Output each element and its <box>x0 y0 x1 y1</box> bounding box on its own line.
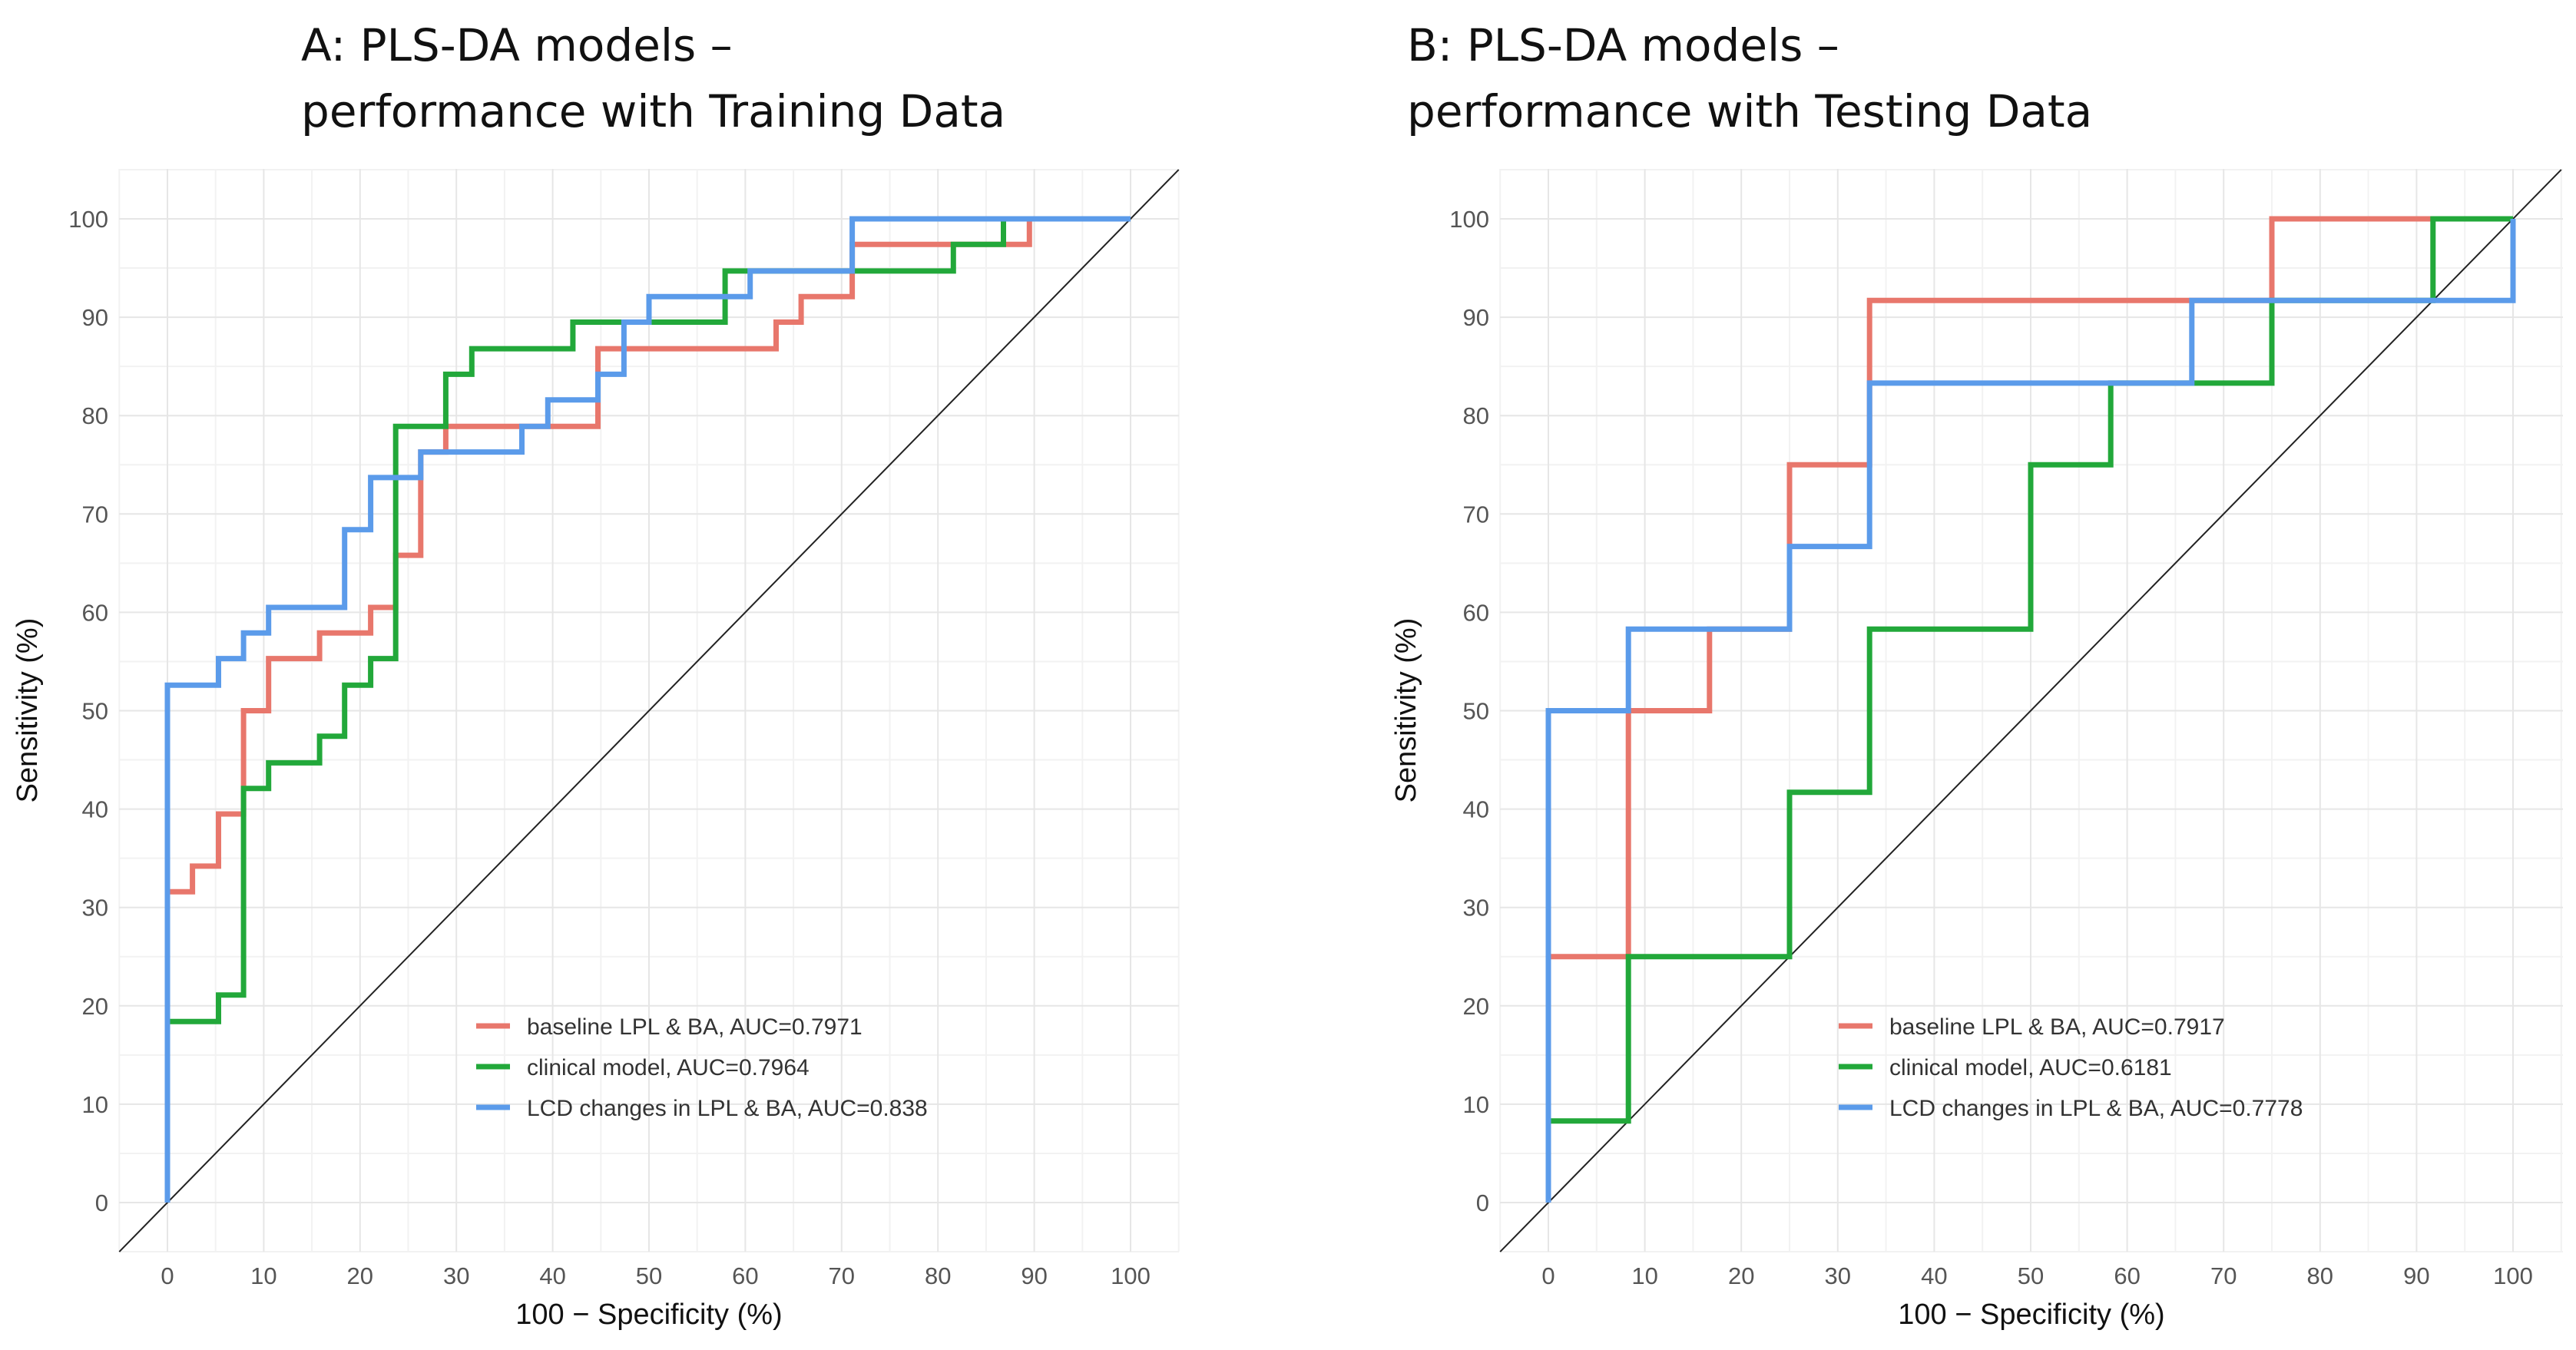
y-tick-label: 80 <box>1463 402 1489 429</box>
legend-label: clinical model, AUC=0.6181 <box>1889 1055 2172 1080</box>
y-tick-label: 70 <box>1463 501 1489 528</box>
reference-diagonal-line <box>118 169 1180 1252</box>
chart-title-b-line1: B: PLS-DA models – <box>1407 19 1839 71</box>
x-tick-label: 90 <box>2403 1262 2429 1289</box>
x-tick-label: 30 <box>1825 1262 1851 1289</box>
y-tick-label: 50 <box>82 698 108 725</box>
reference-diagonal-line <box>1499 169 2562 1252</box>
x-axis-label: 100 − Specificity (%) <box>1898 1299 2164 1331</box>
roc-series-line-2 <box>1545 219 2516 1203</box>
y-tick-label: 100 <box>68 206 108 233</box>
legend: baseline LPL & BA, AUC=0.7971 clinical mo… <box>476 1014 928 1121</box>
x-tick-label: 50 <box>2018 1262 2044 1289</box>
x-tick-label: 70 <box>2210 1262 2237 1289</box>
x-tick-label: 10 <box>250 1262 276 1289</box>
x-tick-label: 0 <box>1541 1262 1555 1289</box>
x-tick-label: 80 <box>925 1262 951 1289</box>
y-tick-label: 70 <box>82 501 108 528</box>
y-tick-label: 60 <box>82 599 108 626</box>
roc-series-line-2 <box>164 216 1131 1203</box>
y-tick-label: 10 <box>82 1091 108 1118</box>
y-tick-label: 80 <box>82 402 108 429</box>
y-axis-label: Sensitivity (%) <box>12 618 44 803</box>
y-tick-label: 0 <box>95 1190 108 1216</box>
x-tick-label: 10 <box>1631 1262 1657 1289</box>
legend-label: baseline LPL & BA, AUC=0.7971 <box>527 1014 863 1040</box>
x-tick-label: 70 <box>829 1262 855 1289</box>
legend-label: clinical model, AUC=0.7964 <box>527 1055 810 1080</box>
y-tick-label: 20 <box>1463 993 1489 1020</box>
x-tick-label: 60 <box>732 1262 758 1289</box>
x-tick-label: 40 <box>1921 1262 1947 1289</box>
x-tick-label: 60 <box>2114 1262 2140 1289</box>
x-tick-label: 90 <box>1021 1262 1047 1289</box>
y-tick-label: 90 <box>1463 304 1489 331</box>
x-tick-label: 20 <box>1728 1262 1754 1289</box>
x-tick-label: 30 <box>443 1262 469 1289</box>
chart-title-b-line2: performance with Testing Data <box>1407 85 2093 137</box>
panel-a-training: A: PLS-DA models – performance with Trai… <box>12 19 1180 1331</box>
y-tick-label: 100 <box>1449 206 1489 233</box>
y-tick-label: 40 <box>82 796 108 823</box>
chart-title-a-line1: A: PLS-DA models – <box>301 19 733 71</box>
chart-title-a-line2: performance with Training Data <box>301 85 1006 137</box>
legend-label: baseline LPL & BA, AUC=0.7917 <box>1889 1014 2225 1040</box>
roc-chart-testing: 0 10 20 30 40 50 60 70 80 90 100 0 10 20 30 40 50 60 70 80 9… <box>1390 168 2563 1331</box>
y-tick-label: 30 <box>82 895 108 922</box>
legend-label: LCD changes in LPL & BA, AUC=0.7778 <box>1889 1096 2303 1121</box>
y-tick-label: 30 <box>1463 895 1489 922</box>
x-tick-label: 100 <box>2493 1262 2533 1289</box>
roc-chart-training: 0 10 20 30 40 50 60 70 80 90 100 0 10 20 30 40 50 60 70 80 9… <box>12 168 1180 1331</box>
grid-major <box>1500 169 2563 1252</box>
y-tick-label: 60 <box>1463 599 1489 626</box>
y-axis-label: Sensitivity (%) <box>1390 618 1422 803</box>
y-tick-label: 50 <box>1463 698 1489 725</box>
x-tick-label: 20 <box>347 1262 373 1289</box>
legend-label: LCD changes in LPL & BA, AUC=0.838 <box>527 1096 928 1121</box>
y-tick-label: 10 <box>1463 1091 1489 1118</box>
roc-series-line-0 <box>164 216 1131 1203</box>
x-tick-label: 50 <box>636 1262 662 1289</box>
x-tick-label: 40 <box>539 1262 565 1289</box>
x-tick-label: 100 <box>1111 1262 1151 1289</box>
y-tick-label: 20 <box>82 993 108 1020</box>
x-tick-label: 0 <box>161 1262 174 1289</box>
panel-b-testing: B: PLS-DA models – performance with Test… <box>1288 0 2576 1350</box>
x-axis-label: 100 − Specificity (%) <box>515 1299 782 1331</box>
y-tick-label: 0 <box>1476 1190 1489 1216</box>
legend: baseline LPL & BA, AUC=0.7917 clinical mo… <box>1839 1014 2303 1121</box>
y-tick-label: 90 <box>82 304 108 331</box>
x-tick-label: 80 <box>2307 1262 2333 1289</box>
y-tick-label: 40 <box>1463 796 1489 823</box>
